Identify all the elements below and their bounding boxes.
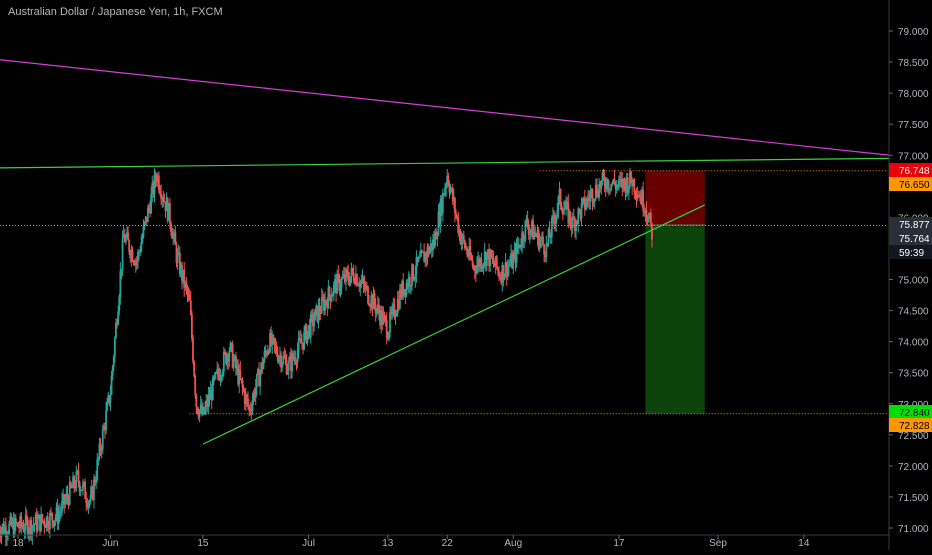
price-marker-label: 72.840 [899, 408, 930, 419]
candle-body [331, 296, 333, 301]
price-axis: 79.00078.50078.00077.50077.00076.50076.0… [889, 0, 929, 550]
candle-body [313, 320, 315, 326]
candle-body [239, 370, 241, 379]
y-tick-label: 78.000 [898, 89, 929, 100]
candle-body [419, 257, 421, 258]
candle-body [132, 250, 134, 262]
candle-body [102, 430, 104, 450]
y-tick-label: 78.500 [898, 58, 929, 69]
candle-body [228, 351, 230, 361]
candle-body [105, 411, 107, 431]
candle-body [110, 395, 112, 403]
candle-body [114, 338, 116, 357]
x-tick-label: Jun [102, 538, 118, 549]
candle-body [650, 213, 652, 224]
candle-body [37, 519, 39, 530]
y-tick-label: 79.000 [898, 27, 929, 38]
resistance-line-green[interactable] [0, 158, 890, 169]
price-marker-label: 72.828 [899, 421, 930, 432]
candle-body [329, 287, 331, 295]
x-tick-label: Sep [709, 538, 727, 549]
time-axis: 18 Jun 15 Jul 13 22 Aug 17 Sep 14 [0, 535, 889, 549]
price-marker-label: 59:39 [899, 248, 924, 259]
x-tick-label: 17 [613, 538, 625, 549]
horizontal-levels [0, 171, 888, 414]
y-tick-label: 72.500 [898, 431, 929, 442]
x-tick-label: Jul [302, 538, 315, 549]
candle-body [127, 232, 129, 240]
x-tick-label: Aug [504, 538, 522, 549]
x-tick-label: 18 [12, 538, 24, 549]
candle-body [78, 471, 80, 482]
candle-body [195, 394, 197, 407]
candle-body [256, 374, 258, 388]
candle-body [41, 514, 43, 521]
candle-body [496, 256, 498, 268]
y-tick-label: 71.000 [898, 524, 929, 535]
x-tick-label: 13 [382, 538, 394, 549]
take-profit-zone[interactable] [645, 225, 704, 414]
price-marker-label: 75.764 [899, 234, 930, 245]
x-tick-label: 15 [197, 538, 209, 549]
y-tick-label: 77.500 [898, 120, 929, 131]
y-tick-label: 71.500 [898, 493, 929, 504]
y-tick-label: 74.000 [898, 338, 929, 349]
price-marker-label: 75.877 [899, 220, 930, 231]
chart-title: Australian Dollar / Japanese Yen, 1h, FX… [8, 6, 223, 18]
candle-body [341, 279, 343, 288]
price-markers: 76.748 76.650 75.877 75.764 59:39 72.840 72.82… [889, 163, 932, 432]
candle-body [442, 193, 444, 213]
candle-body [51, 513, 53, 520]
stop-loss-zone[interactable] [645, 171, 704, 225]
y-tick-label: 75.000 [898, 276, 929, 287]
y-tick-label: 77.000 [898, 151, 929, 162]
candle-body [563, 210, 565, 215]
y-tick-label: 74.500 [898, 307, 929, 318]
candles [0, 168, 653, 546]
price-marker-label: 76.748 [899, 166, 930, 177]
candle-body [191, 315, 193, 338]
candle-body [542, 237, 544, 245]
y-tick-label: 73.500 [898, 369, 929, 380]
candle-body [122, 238, 124, 269]
y-tick-label: 72.000 [898, 462, 929, 473]
x-tick-label: 22 [442, 538, 454, 549]
candle-body [194, 376, 196, 394]
support-line-green[interactable] [203, 205, 705, 444]
candle-body [192, 338, 194, 362]
position-zones [645, 171, 704, 414]
x-tick-label: 14 [798, 538, 810, 549]
candle-body [169, 203, 171, 223]
resistance-line-magenta[interactable] [0, 50, 890, 156]
price-marker-label: 76.650 [899, 180, 930, 191]
candle-body [288, 361, 290, 370]
trendlines [0, 50, 890, 444]
